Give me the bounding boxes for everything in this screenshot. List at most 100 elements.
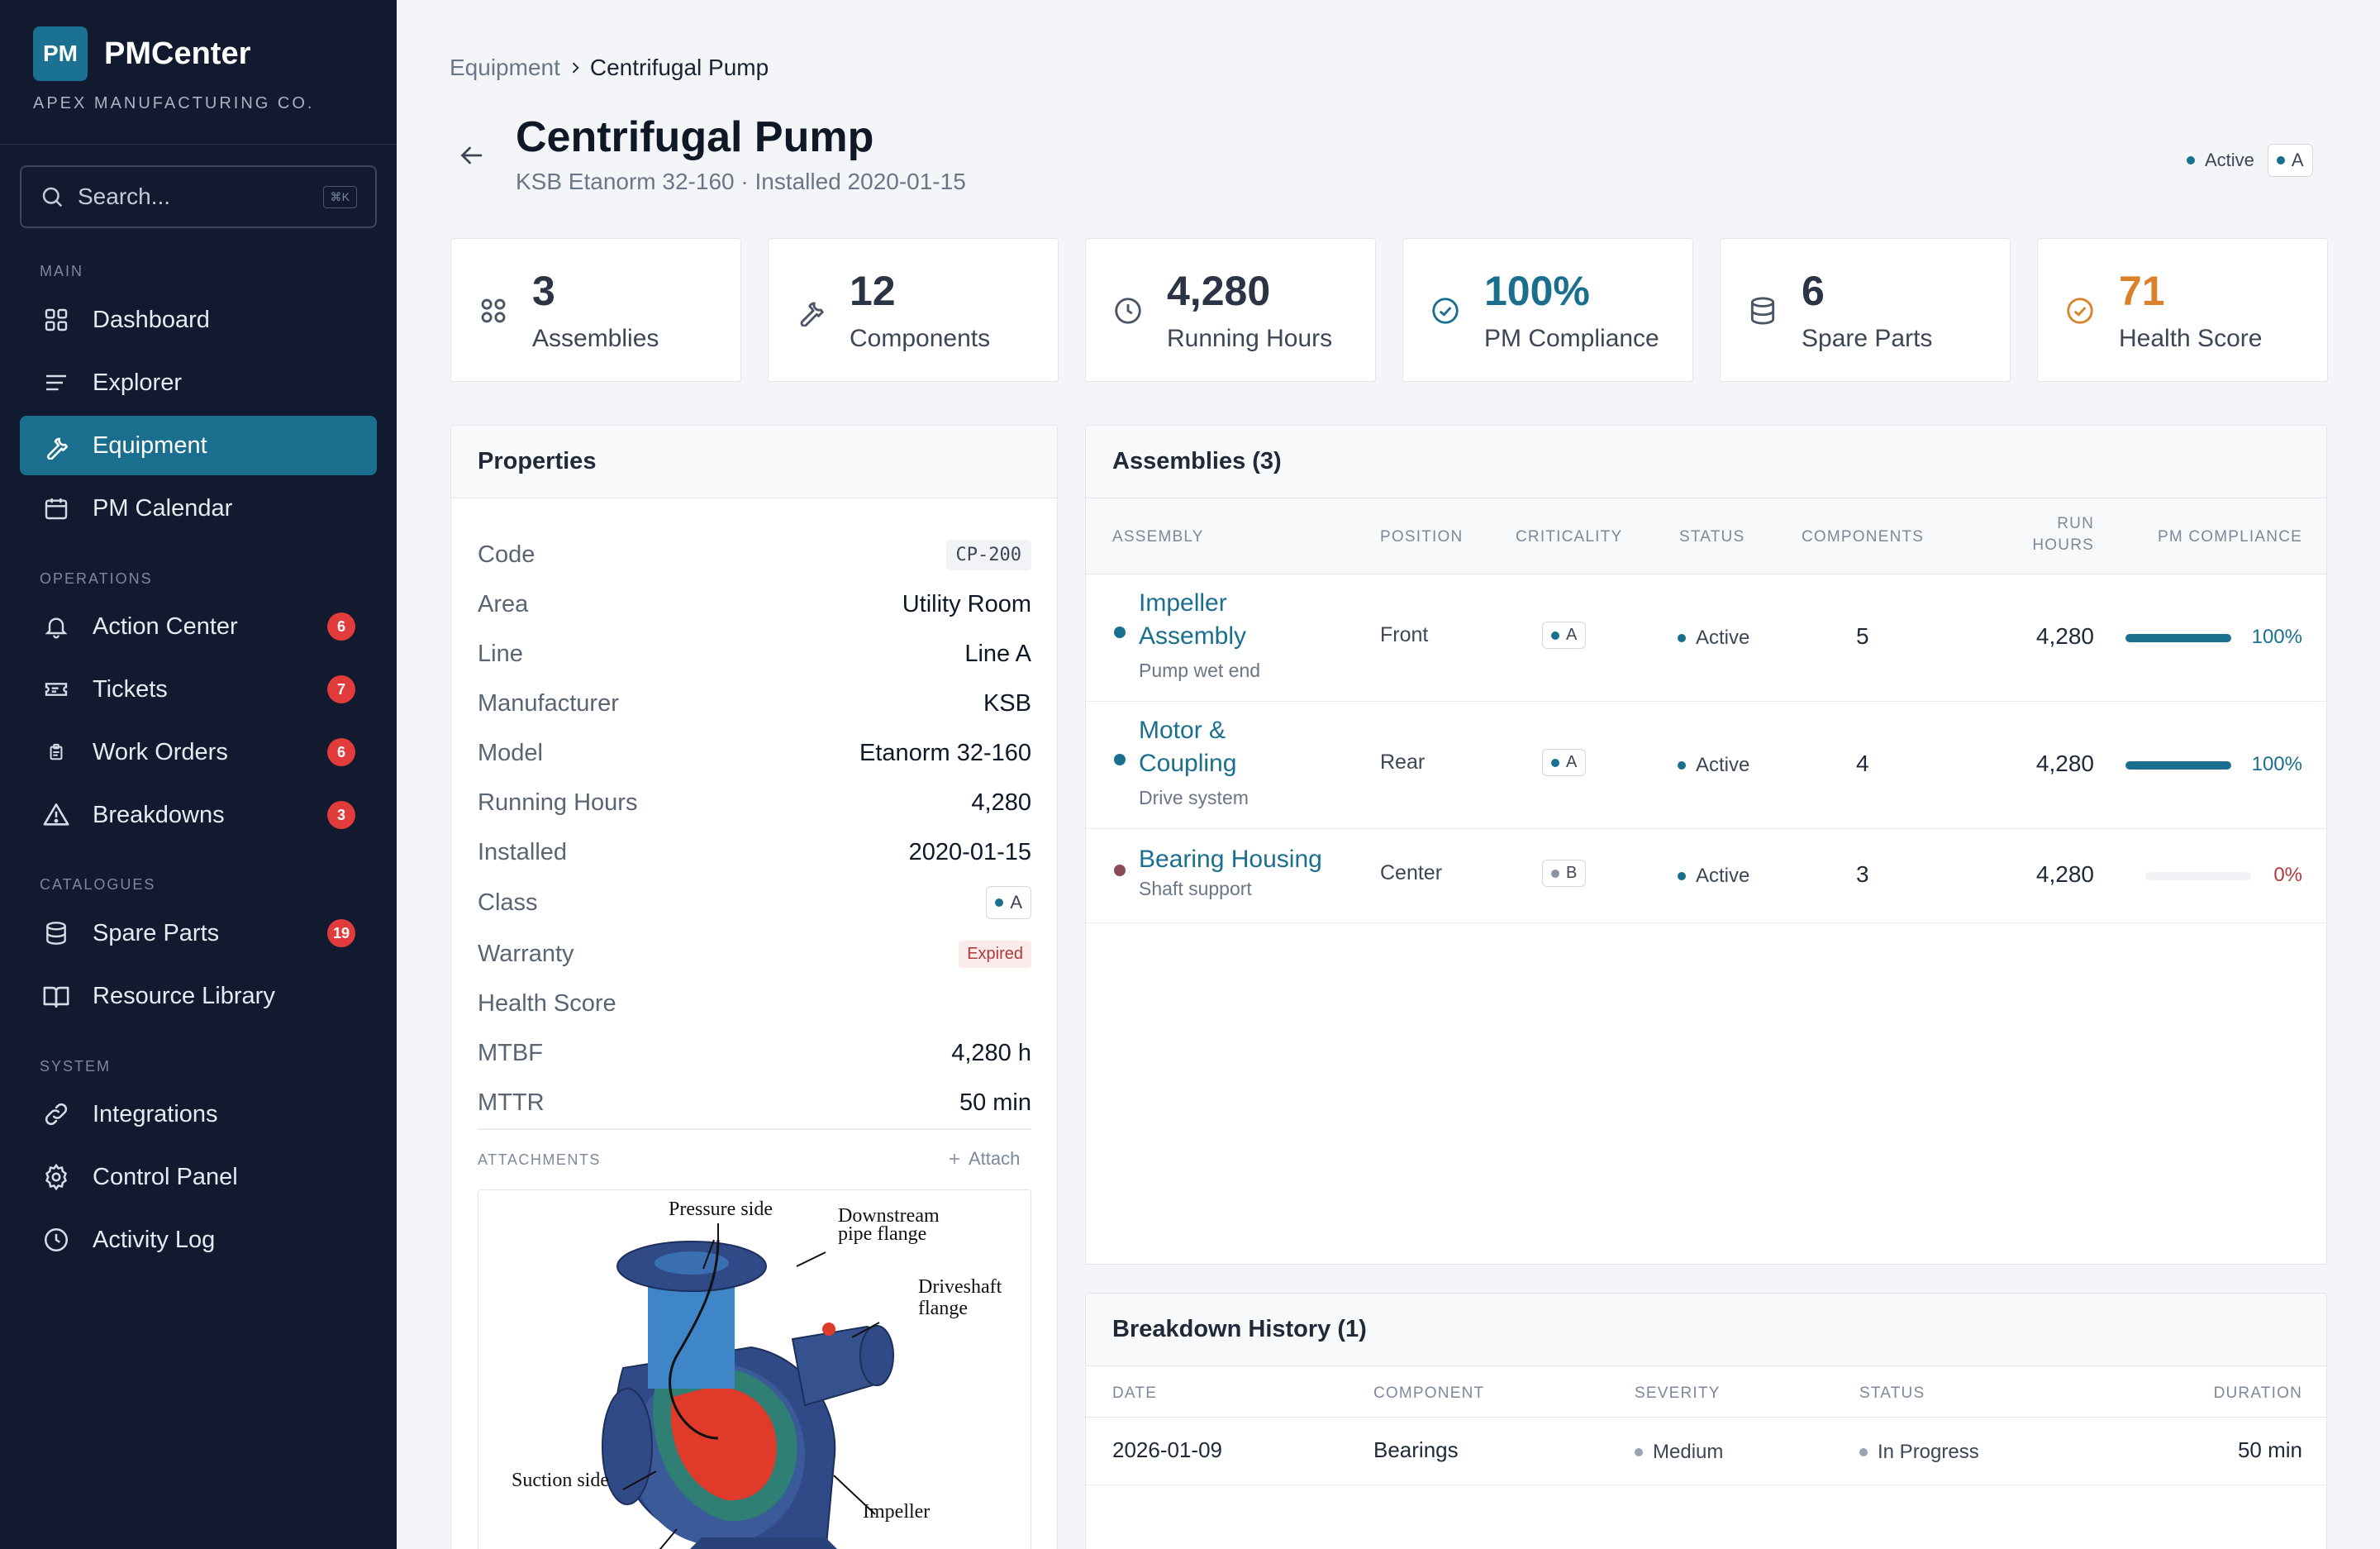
criticality-badge: A	[1542, 622, 1587, 649]
property-row-mtbf: MTBF 4,280 h	[478, 1028, 1031, 1078]
section-catalogues: CATALOGUES	[40, 876, 156, 893]
table-row[interactable]: Impeller Assembly Pump wet end Front A Active…	[1086, 574, 2326, 702]
sidebar-item-activity-log[interactable]: Activity Log	[20, 1210, 377, 1270]
attach-label: Attach	[969, 1148, 1021, 1169]
sidebar-item-dashboard[interactable]: Dashboard	[20, 290, 377, 350]
database-icon	[1747, 295, 1778, 326]
cell-component: Bearings	[1373, 1437, 1459, 1462]
lines-icon	[41, 368, 71, 398]
sidebar-item-resource-library[interactable]: Resource Library	[20, 966, 377, 1026]
property-label: Class	[478, 889, 538, 916]
assembly-name-link[interactable]: Bearing Housing	[1139, 846, 1322, 873]
status-dot	[1859, 1448, 1868, 1456]
sidebar-item-spare-parts[interactable]: Spare Parts 19	[20, 903, 377, 963]
search-input[interactable]: Search... ⌘K	[20, 165, 377, 228]
breadcrumb-current: Centrifugal Pump	[589, 55, 769, 80]
cell-position: Rear	[1380, 751, 1426, 774]
property-label: Code	[478, 541, 536, 568]
compliance-bar	[2125, 634, 2231, 642]
cell-run-hours: 4,280	[2035, 751, 2094, 776]
column-header[interactable]: POSITION	[1380, 528, 1464, 546]
cell-criticality: B	[1566, 864, 1578, 882]
brand[interactable]: PM PMCenter	[33, 26, 250, 81]
stat-label: Running Hours	[1167, 325, 1333, 352]
breadcrumb-link[interactable]: Equipment	[450, 55, 560, 80]
sidebar-item-label: Integrations	[93, 1100, 218, 1127]
chevron-right-icon	[567, 60, 583, 76]
table-header	[1086, 1366, 2326, 1418]
gear-icon	[41, 1162, 71, 1192]
cell-duration: 50 min	[2237, 1437, 2302, 1462]
link-icon	[41, 1099, 71, 1129]
cell-status: Active	[1696, 627, 1750, 649]
column-header[interactable]: STATUS	[1679, 528, 1745, 546]
warning-icon	[41, 800, 71, 830]
cell-run-hours: 4,280	[2035, 861, 2094, 887]
property-label: Model	[478, 739, 543, 766]
diagram-label: Pressure side	[669, 1199, 773, 1220]
column-header[interactable]: CRITICALITY	[1516, 528, 1623, 546]
column-header[interactable]: SEVERITY	[1635, 1385, 1721, 1402]
stat-value: 12	[850, 268, 896, 314]
property-label: Health Score	[478, 989, 616, 1017]
check-circle-icon	[2064, 295, 2096, 326]
cell-criticality: A	[1566, 753, 1578, 771]
status-dot	[2187, 156, 2195, 164]
card-title: Breakdown History (1)	[1086, 1294, 2326, 1366]
table-row[interactable]: 2026-01-09 Bearings Medium In Progress 5…	[1086, 1418, 2326, 1485]
page-subtitle: KSB Etanorm 32-160 · Installed 2020-01-1…	[516, 169, 966, 194]
sidebar-divider	[0, 144, 397, 145]
table-row[interactable]: Motor & Coupling Drive system Rear A Active 4 4…	[1086, 702, 2326, 829]
column-header[interactable]: COMPONENT	[1373, 1385, 1485, 1402]
section-operations: OPERATIONS	[40, 570, 153, 587]
sidebar-item-breakdowns[interactable]: Breakdowns 3	[20, 785, 377, 845]
clipboard-icon	[41, 737, 71, 767]
assembly-name-line: Motor &	[1139, 717, 1226, 744]
cell-position: Center	[1380, 861, 1443, 884]
compliance-value: 0%	[2273, 864, 2302, 886]
sidebar-item-integrations[interactable]: Integrations	[20, 1084, 377, 1144]
breadcrumb: Equipment Centrifugal Pump	[450, 55, 769, 81]
arrow-left-icon	[456, 146, 486, 174]
compliance-bar	[2125, 761, 2231, 770]
column-header[interactable]: DATE	[1112, 1385, 1158, 1402]
cell-components: 3	[1856, 861, 1869, 887]
property-label: Running Hours	[478, 789, 638, 816]
grid-icon	[478, 295, 509, 326]
count-badge: 7	[327, 675, 355, 703]
column-header[interactable]: DURATION	[2213, 1385, 2302, 1402]
sidebar-item-action-center[interactable]: Action Center 6	[20, 597, 377, 656]
sidebar-item-pm-calendar[interactable]: PM Calendar	[20, 479, 377, 538]
attach-button[interactable]: Attach	[947, 1148, 1020, 1170]
sidebar-item-tickets[interactable]: Tickets 7	[20, 660, 377, 719]
sidebar-item-control-panel[interactable]: Control Panel	[20, 1147, 377, 1207]
column-header-run-hours[interactable]: RUN HOURS	[2011, 513, 2094, 556]
class-badge: A	[2267, 144, 2313, 177]
sidebar-item-label: PM Calendar	[93, 494, 233, 522]
assembly-name-link[interactable]: Motor & Coupling	[1139, 714, 1236, 780]
diagram-label: Driveshaft	[918, 1276, 1002, 1298]
criticality-dot	[1551, 758, 1559, 767]
column-header[interactable]: STATUS	[1859, 1385, 1925, 1402]
property-row-class: Class A	[478, 878, 1031, 927]
criticality-dot	[1551, 631, 1559, 640]
assembly-name-link[interactable]: Impeller Assembly	[1139, 587, 1246, 653]
property-row-health-score: Health Score	[478, 979, 1031, 1028]
sidebar-item-work-orders[interactable]: Work Orders 6	[20, 722, 377, 782]
column-header[interactable]: ASSEMBLY	[1112, 528, 1204, 546]
status-badge: Active	[1678, 627, 1749, 650]
column-header[interactable]: PM COMPLIANCE	[2157, 528, 2302, 546]
table-header	[1086, 498, 2326, 574]
assembly-description: Pump wet end	[1139, 660, 1261, 681]
page-title: Centrifugal Pump	[516, 113, 874, 161]
table-row[interactable]: Bearing Housing Shaft support Center B Activ…	[1086, 829, 2326, 923]
pump-diagram-image: Pressure side Downstream pipe flange Dri…	[512, 1199, 1002, 1549]
stat-card-spare-parts: 6 Spare Parts	[1720, 238, 2011, 382]
grid-icon	[41, 305, 71, 335]
clock-icon	[1112, 295, 1144, 326]
column-header[interactable]: COMPONENTS	[1802, 528, 1925, 546]
back-button[interactable]	[456, 141, 489, 174]
sidebar-item-equipment[interactable]: Equipment	[20, 416, 377, 475]
attachment-thumbnail[interactable]: Pressure side Downstream pipe flange Dri…	[478, 1189, 1031, 1549]
sidebar-item-explorer[interactable]: Explorer	[20, 353, 377, 412]
